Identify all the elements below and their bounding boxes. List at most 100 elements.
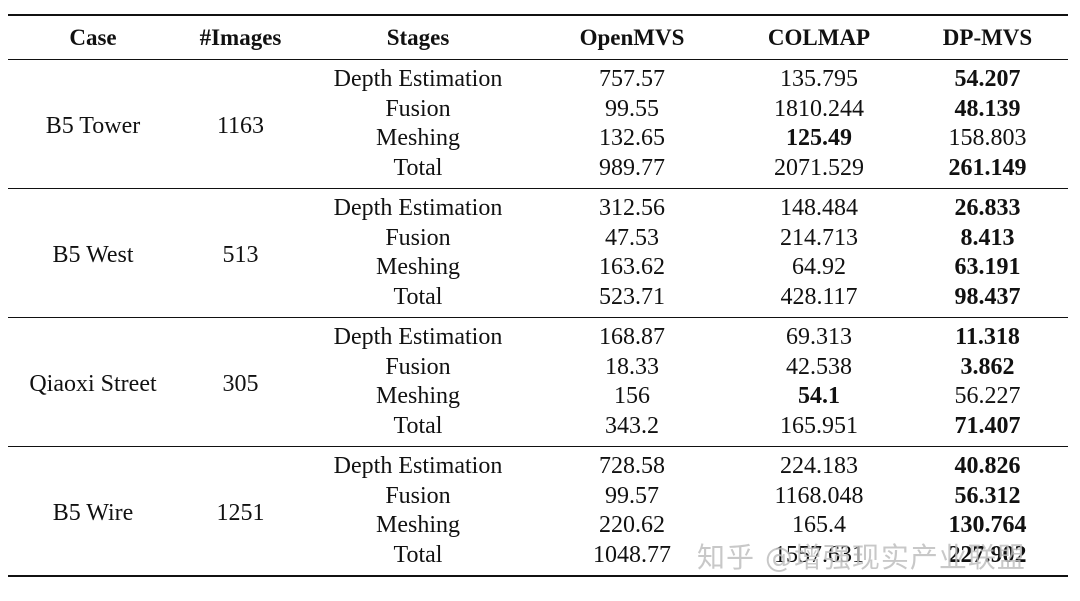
table-row: Total 523.71 428.117 98.437 (8, 282, 1068, 318)
colmap-cell: 64.92 (792, 254, 846, 280)
stage-cell: Meshing (376, 254, 460, 280)
openmvs-cell: 99.57 (605, 482, 659, 509)
header-dpmvs: DP-MVS (907, 14, 1068, 60)
openmvs-cell: 220.62 (599, 512, 665, 538)
colmap-cell: 148.484 (780, 195, 858, 221)
case-name-cell: Qiaoxi Street (8, 317, 178, 447)
table-row: Qiaoxi Street 305 Depth Estimation 168.87 69… (8, 317, 1068, 447)
colmap-cell: 135.795 (780, 66, 858, 92)
header-row: Case #Images Stages OpenMVS COLMAP DP-MV… (8, 14, 1068, 60)
stage-cell: Total (303, 282, 533, 318)
watermark-text: 知乎 @增强现实产业联盟 (697, 541, 1026, 574)
stage-cell: Total (303, 540, 533, 577)
table-row: Meshing 163.62 64.92 63.191 (8, 253, 1068, 283)
dpmvs-cell: 158.803 (948, 125, 1027, 151)
colmap-cell: 54.1 (798, 383, 840, 409)
colmap-cell: 42.538 (786, 353, 852, 380)
openmvs-cell: 343.2 (533, 411, 731, 447)
openmvs-cell: 989.77 (533, 153, 731, 189)
table-row: Meshing 156 54.1 56.227 (8, 382, 1068, 412)
stage-cell: Fusion (385, 482, 451, 509)
table-row: B5 Wire 1251 Depth Estimation 728.58 224.183… (8, 446, 1068, 577)
openmvs-cell: 523.71 (533, 282, 731, 318)
dpmvs-cell: 56.312 (954, 482, 1021, 509)
colmap-cell: 1168.048 (774, 482, 864, 509)
colmap-cell: 2071.529 (731, 153, 907, 189)
table-row: Fusion 18.33 42.538 3.862 (8, 353, 1068, 383)
table-row: Total 989.77 2071.529 261.149 (8, 153, 1068, 189)
colmap-cell: 1557.631 (731, 540, 907, 577)
dpmvs-cell: 40.826 (954, 453, 1021, 479)
table-row: Fusion 99.57 1168.048 56.312 (8, 482, 1068, 512)
table-row: Meshing 220.62 165.4 130.764 (8, 511, 1068, 541)
table-body: B5 Tower 1163 Depth Estimation 757.57 135.79… (8, 59, 1068, 577)
stage-cell: Depth Estimation (333, 195, 503, 221)
stage-cell: Fusion (385, 353, 451, 380)
stage-cell: Depth Estimation (333, 324, 503, 350)
colmap-cell: 224.183 (780, 453, 858, 479)
table-row: B5 Tower 1163 Depth Estimation 757.57 135.79… (8, 59, 1068, 189)
table-header: Case #Images Stages OpenMVS COLMAP DP-MV… (8, 14, 1068, 60)
dpmvs-cell: 71.407 (907, 411, 1068, 447)
header-case: Case (8, 14, 178, 60)
stage-cell: Total (303, 153, 533, 189)
dpmvs-cell: 227.902 (907, 540, 1068, 577)
colmap-cell: 165.4 (792, 512, 846, 538)
header-colmap: COLMAP (731, 14, 907, 60)
results-table-container: Case #Images Stages OpenMVS COLMAP DP-MV… (8, 14, 1068, 577)
runtime-comparison-table: Case #Images Stages OpenMVS COLMAP DP-MV… (8, 14, 1068, 577)
dpmvs-cell: 26.833 (954, 195, 1021, 221)
colmap-cell: 125.49 (786, 125, 852, 151)
openmvs-cell: 728.58 (599, 453, 665, 479)
dpmvs-cell: 98.437 (907, 282, 1068, 318)
stage-cell: Meshing (376, 383, 460, 409)
openmvs-cell: 168.87 (599, 324, 665, 350)
table-row: Total 1048.77 1557.631 227.902 (8, 540, 1068, 577)
case-name-cell: B5 Tower (8, 59, 178, 189)
openmvs-cell: 132.65 (599, 125, 665, 151)
table-row: Fusion 47.53 214.713 8.413 (8, 224, 1068, 254)
openmvs-cell: 312.56 (599, 195, 665, 221)
openmvs-cell: 18.33 (605, 353, 659, 380)
header-stages: Stages (303, 14, 533, 60)
openmvs-cell: 99.55 (605, 95, 659, 122)
image-count-cell: 305 (178, 317, 303, 447)
case-name-cell: B5 Wire (8, 446, 178, 577)
colmap-cell: 214.713 (780, 224, 858, 251)
stage-cell: Meshing (376, 512, 460, 538)
stage-cell: Fusion (385, 95, 451, 122)
openmvs-cell: 47.53 (605, 224, 659, 251)
colmap-cell: 428.117 (731, 282, 907, 318)
colmap-cell: 69.313 (786, 324, 852, 350)
dpmvs-cell: 63.191 (954, 254, 1021, 280)
dpmvs-cell: 11.318 (955, 324, 1020, 350)
colmap-cell: 165.951 (731, 411, 907, 447)
stage-cell: Depth Estimation (333, 453, 503, 479)
dpmvs-cell: 54.207 (954, 66, 1021, 92)
stage-cell: Meshing (376, 125, 460, 151)
table-row: Fusion 99.55 1810.244 48.139 (8, 95, 1068, 125)
header-images: #Images (178, 14, 303, 60)
openmvs-cell: 156 (614, 383, 650, 409)
dpmvs-cell: 261.149 (907, 153, 1068, 189)
openmvs-cell: 757.57 (599, 66, 665, 92)
openmvs-cell: 163.62 (599, 254, 665, 280)
dpmvs-cell: 130.764 (948, 512, 1027, 538)
image-count-cell: 1251 (178, 446, 303, 577)
colmap-cell: 1810.244 (774, 95, 864, 122)
stage-cell: Depth Estimation (333, 66, 503, 92)
image-count-cell: 1163 (178, 59, 303, 189)
dpmvs-cell: 56.227 (954, 383, 1021, 409)
header-openmvs: OpenMVS (533, 14, 731, 60)
dpmvs-cell: 8.413 (960, 224, 1015, 251)
table-row: Meshing 132.65 125.49 158.803 (8, 124, 1068, 154)
stage-cell: Fusion (385, 224, 451, 251)
case-name-cell: B5 West (8, 188, 178, 318)
openmvs-cell: 1048.77 (533, 540, 731, 577)
table-row: B5 West 513 Depth Estimation 312.56 148.484 2… (8, 188, 1068, 318)
dpmvs-cell: 48.139 (954, 95, 1021, 122)
dpmvs-cell: 3.862 (960, 353, 1015, 380)
image-count-cell: 513 (178, 188, 303, 318)
stage-cell: Total (303, 411, 533, 447)
table-row: Total 343.2 165.951 71.407 (8, 411, 1068, 447)
